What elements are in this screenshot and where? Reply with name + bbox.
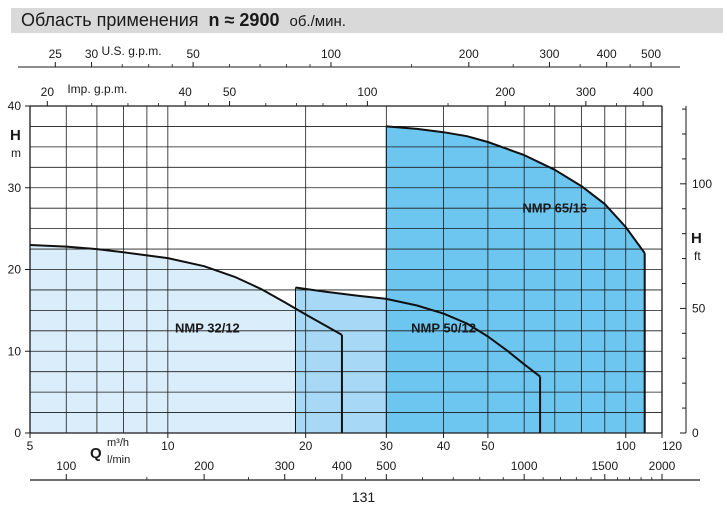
q-m3h-tick-label-50: 50 [481, 439, 495, 453]
imp-gpm-tick-label-40: 40 [178, 85, 192, 99]
imp-gpm-tick-label-100: 100 [357, 85, 377, 99]
imp-gpm-tick-label-200: 200 [495, 85, 515, 99]
speed-label: n ≈ 2900 [208, 10, 280, 30]
imp-gpm-tick-label-50: 50 [223, 85, 237, 99]
us-gpm-tick-label-300: 300 [539, 47, 559, 61]
area-nmp-65-16 [386, 126, 645, 434]
imp-gpm-unit-label: Imp. g.p.m. [67, 82, 127, 96]
lmin-tick-label-1000: 1000 [511, 459, 538, 473]
imp-gpm-tick-label-400: 400 [633, 85, 653, 99]
curve-nmp-50-12 [295, 286, 541, 378]
us-gpm-tick-label-400: 400 [597, 47, 617, 61]
us-gpm-unit-label: U.S. g.p.m. [102, 44, 162, 58]
header-title: Область применения [21, 10, 199, 30]
lmin-tick-label-300: 300 [275, 459, 295, 473]
imp-gpm-tick-label-300: 300 [576, 85, 596, 99]
q-m3h-tick-label-5: 5 [27, 439, 34, 453]
lmin-tick-label-2000: 2000 [649, 459, 676, 473]
header-bar: Область применения n ≈ 2900 об./мин. [11, 8, 723, 33]
us-gpm-tick-label-200: 200 [459, 47, 479, 61]
h-m-tick-label-10: 10 [8, 344, 22, 358]
area-nmp-32-12 [30, 245, 342, 433]
curve-nmp-65-16 [386, 125, 646, 254]
lmin-tick-label-100: 100 [56, 459, 76, 473]
h-ft-tick-label-0: 0 [692, 426, 699, 440]
h-ft-tick-label-100: 100 [692, 177, 712, 191]
h-ft-tick-label-50: 50 [692, 301, 706, 315]
series-label-nmp-32-12: NMP 32/12 [175, 320, 240, 335]
q-m3h-tick-label-40: 40 [437, 439, 451, 453]
axes [18, 62, 700, 481]
series-label-nmp-50-12: NMP 50/12 [411, 320, 476, 335]
lmin-tick-label-200: 200 [194, 459, 214, 473]
q-m3h-unit-label: m³/h [107, 437, 129, 449]
series-label-nmp-65-16: NMP 65/16 [522, 200, 587, 215]
h-m-tick-label-0: 0 [14, 426, 21, 440]
us-gpm-tick-label-25: 25 [49, 47, 63, 61]
speed-unit: об./мин. [289, 13, 346, 30]
q-m3h-tick-label-120: 120 [662, 439, 682, 453]
performance-curves [29, 125, 646, 433]
header-text: Область применения n ≈ 2900 об./мин. [21, 10, 346, 31]
h-m-axis-label: H [10, 127, 21, 144]
us-gpm-tick-label-30: 30 [85, 47, 99, 61]
q-m3h-tick-label-20: 20 [299, 439, 313, 453]
q-m3h-tick-label-30: 30 [380, 439, 394, 453]
page-number: 131 [351, 489, 376, 505]
lmin-tick-label-1500: 1500 [591, 459, 618, 473]
area-fills [30, 126, 645, 434]
imp-gpm-tick-label-20: 20 [41, 85, 55, 99]
lmin-tick-label-500: 500 [376, 459, 396, 473]
h-m-tick-label-40: 40 [8, 99, 22, 113]
q-axis-label: Q [90, 445, 102, 462]
h-m-tick-label-20: 20 [8, 263, 22, 277]
q-m3h-tick-label-10: 10 [161, 439, 175, 453]
h-ft-unit-label: ft [694, 249, 701, 263]
q-lmin-unit-label: l/min [107, 454, 130, 466]
us-gpm-tick-label-500: 500 [641, 47, 661, 61]
q-m3h-tick-label-100: 100 [616, 439, 636, 453]
h-m-tick-label-30: 30 [8, 181, 22, 195]
curve-nmp-32-12 [29, 244, 343, 336]
us-gpm-tick-label-50: 50 [186, 47, 200, 61]
h-ft-axis-label: H [691, 230, 702, 247]
lmin-tick-label-400: 400 [332, 459, 352, 473]
h-m-unit-label: m [11, 146, 21, 160]
us-gpm-tick-label-100: 100 [321, 47, 341, 61]
